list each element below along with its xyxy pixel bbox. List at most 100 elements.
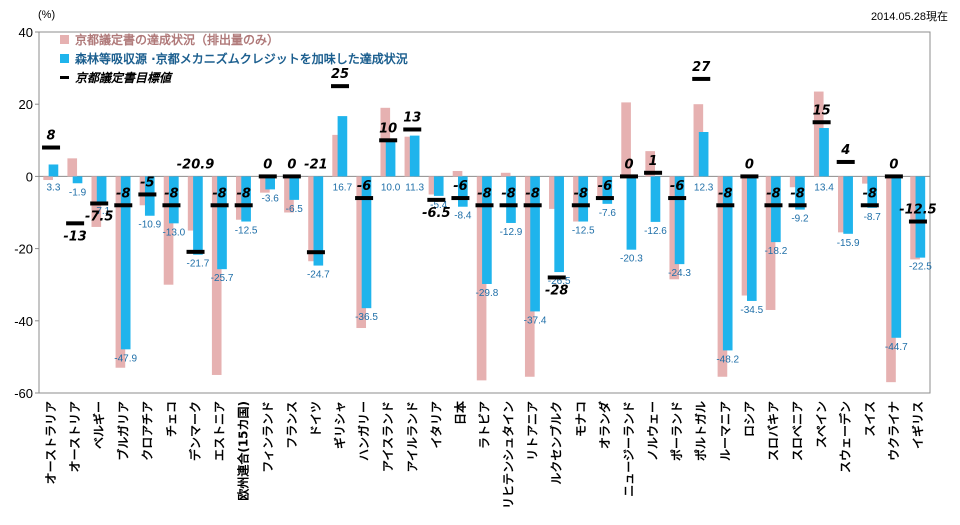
achievement-bar [867,176,878,208]
target-marker [355,196,374,201]
emission-bar [789,176,800,188]
category-label: スロバキア [766,401,780,461]
target-marker [619,174,638,179]
target-label: -8 [501,186,515,201]
target-marker [692,76,711,81]
target-label: -8 [525,186,539,201]
target-label: -6 [357,179,371,194]
category-label: アイスランド [381,401,395,472]
target-marker [234,203,253,208]
value-label: -12.6 [644,226,667,237]
legend-swatch-emissions [60,35,69,44]
target-label: -21 [304,157,328,172]
target-label: 25 [331,67,349,82]
value-label: -22.5 [909,262,932,273]
target-marker [788,203,807,208]
target-marker [595,196,614,201]
value-label: 11.3 [405,182,424,193]
achievement-bar [433,176,444,196]
target-marker [644,170,663,175]
emission-bar [573,176,583,222]
target-marker [884,174,903,179]
category-label: ルーマニア [718,401,732,461]
target-label: -8 [574,186,588,201]
target-marker [162,203,181,208]
category-label: リトアニア [526,401,540,461]
target-marker [138,192,157,197]
category-label: ノルウェー [646,401,660,461]
target-marker [66,221,85,226]
emission-bar [500,172,511,177]
category-label: イギリス [910,401,925,449]
achievement-bar [915,176,926,258]
value-label: -37.4 [524,315,547,326]
emission-bar [235,176,246,220]
category-label: ギリシャ [332,401,347,449]
target-label: 27 [692,60,711,75]
target-marker [860,203,879,208]
achievement-bar [819,128,829,177]
value-label: 13.4 [814,182,834,193]
achievement-bar [361,176,372,309]
target-label: 13 [403,110,421,125]
emission-bar [428,176,439,195]
target-label: -8 [790,186,804,201]
target-marker [42,145,61,150]
emission-bar [838,176,848,233]
target-label: -6.5 [422,206,450,221]
achievement-bar [337,116,348,177]
achievement-bar [698,131,709,177]
emission-bar [67,158,78,177]
achievement-bar [843,176,853,234]
category-label: ルクセンブルク [549,401,564,485]
target-marker [764,203,783,208]
target-label: 0 [263,157,272,172]
target-marker [668,196,687,201]
value-label: -12.9 [500,227,523,238]
value-label: -6.5 [286,204,304,215]
y-tick-label: -20 [14,242,33,257]
target-label: 0 [745,157,754,172]
achievement-bar [96,176,107,203]
y-tick-label: 0 [26,169,33,184]
target-label: 8 [47,129,56,144]
legend-label-target: 京都議定書目標値 [75,71,173,85]
emission-bar [524,176,535,377]
emission-bar [211,176,222,375]
emission-bar [356,176,367,329]
value-label: -12.5 [235,226,258,237]
value-label: -7.6 [599,208,617,219]
achievement-bar [385,140,396,177]
emission-bar [813,91,824,177]
emission-bar [669,176,680,280]
value-label: -15.9 [837,238,860,249]
target-marker [306,250,325,255]
category-label: ハンガリー [356,401,371,461]
value-label: 12.3 [694,182,714,193]
emission-bar [765,176,776,310]
value-label: -13.0 [162,227,185,238]
emission-bar [549,176,559,209]
value-label: -29.8 [476,288,499,299]
emission-bar [284,176,294,213]
target-marker [451,196,470,201]
target-marker [258,174,277,179]
achievement-bar [72,176,83,184]
value-label: 3.3 [46,182,60,193]
target-label: 0 [624,157,633,172]
target-label: -8 [718,186,732,201]
emission-bar [187,176,198,231]
value-label: -5.4 [430,200,448,211]
category-label: オーストリア [68,401,82,472]
value-label: -9.2 [791,214,809,225]
achievement-bar [458,176,468,207]
emission-bar [115,176,126,368]
y-tick-label: 20 [19,97,33,112]
target-label: -8 [116,186,130,201]
category-label: ブルガリア [115,401,130,461]
value-label: -47.9 [114,353,137,364]
y-tick-label: 40 [19,25,33,40]
category-label: フィンランド [261,401,275,473]
target-label: -13 [63,229,87,244]
